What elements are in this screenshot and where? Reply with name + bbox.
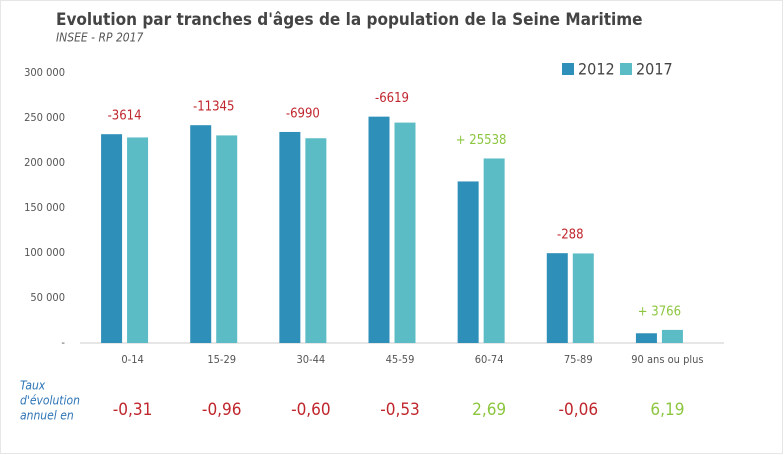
difference-label: + 25538 [456,133,507,148]
rate-value: -0,31 [113,400,153,420]
bar [572,253,594,343]
legend-swatch [562,63,574,75]
legend-label: 2017 [636,60,673,79]
y-tick-label: 50 000 [30,291,65,304]
bar [305,138,327,343]
y-tick-label: 150 000 [24,201,65,214]
bar [394,122,416,343]
x-tick-label: 60-74 [475,353,504,366]
difference-label: -6619 [375,91,409,106]
rate-value: -0,53 [380,400,420,420]
bar [457,181,479,343]
y-tick-label: 200 000 [24,156,65,169]
bar [216,135,238,343]
rate-label: annuel en [20,409,74,423]
y-tick-label: 300 000 [24,66,65,79]
difference-label: -288 [557,228,584,243]
rate-label: d'évolution [20,394,80,408]
y-tick-label: 250 000 [24,111,65,124]
rate-value: 2,69 [472,400,506,420]
rate-label: Taux [20,379,46,393]
bar [546,253,568,343]
bar [279,131,301,343]
y-tick-label: 100 000 [24,246,65,259]
difference-label: -3614 [108,109,142,124]
bar [635,333,657,343]
y-tick-label: - [61,336,65,349]
x-tick-label: 15-29 [207,353,236,366]
difference-label: -6990 [286,106,320,121]
x-tick-label: 75-89 [564,353,593,366]
bar [101,134,123,343]
bar [127,137,149,343]
bar [661,329,683,343]
rate-value: -0,06 [559,400,599,420]
chart-subtitle: INSEE - RP 2017 [56,31,144,45]
legend-swatch [620,63,632,75]
difference-label: -11345 [193,100,234,115]
x-tick-label: 30-44 [296,353,325,366]
legend-label: 2012 [578,60,615,79]
chart-title: Evolution par tranches d'âges de la popu… [56,10,643,30]
difference-label: + 3766 [638,304,681,319]
bar [190,125,212,343]
bar [483,158,505,343]
bar [368,116,390,344]
rate-value: 6,19 [650,400,684,420]
rate-value: -0,60 [291,400,331,420]
x-tick-label: 90 ans ou plus [631,353,703,366]
x-tick-label: 0-14 [121,353,143,366]
rate-value: -0,96 [202,400,242,420]
x-tick-label: 45-59 [386,353,415,366]
